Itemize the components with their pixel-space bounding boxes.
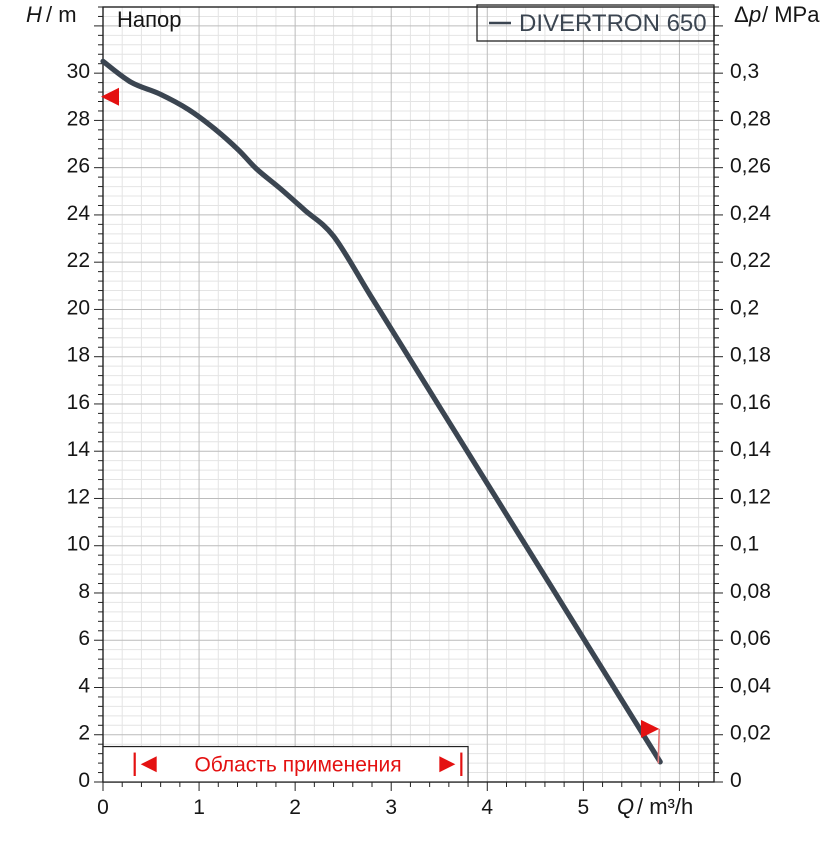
svg-text:3: 3 <box>385 796 397 819</box>
svg-text:0,16: 0,16 <box>730 391 771 414</box>
svg-text:p: p <box>748 2 761 27</box>
svg-text:0,28: 0,28 <box>730 107 771 130</box>
svg-text:5: 5 <box>578 796 590 819</box>
svg-text:12: 12 <box>67 485 90 508</box>
svg-text:2: 2 <box>78 722 90 745</box>
svg-text:0,1: 0,1 <box>730 533 759 556</box>
svg-text:0,04: 0,04 <box>730 674 771 697</box>
svg-text:14: 14 <box>67 438 91 461</box>
svg-text:20: 20 <box>67 296 90 319</box>
svg-text:0,06: 0,06 <box>730 627 771 650</box>
svg-text:Напор: Напор <box>117 7 182 32</box>
svg-text:0: 0 <box>97 796 109 819</box>
svg-text:1: 1 <box>193 796 205 819</box>
svg-text:10: 10 <box>67 533 90 556</box>
svg-text:0,02: 0,02 <box>730 722 771 745</box>
svg-text:0,12: 0,12 <box>730 485 771 508</box>
svg-text:0,22: 0,22 <box>730 249 771 272</box>
svg-text:H: H <box>26 2 42 27</box>
svg-text:26: 26 <box>67 155 90 178</box>
svg-text:Область применения: Область применения <box>194 753 401 776</box>
svg-text:6: 6 <box>78 627 90 650</box>
svg-text:0,24: 0,24 <box>730 202 771 225</box>
svg-text:22: 22 <box>67 249 90 272</box>
svg-text:4: 4 <box>481 796 493 819</box>
svg-text:2: 2 <box>289 796 301 819</box>
svg-text:/ m³/h: / m³/h <box>637 794 693 819</box>
svg-text:/ MPa: / MPa <box>762 2 820 27</box>
svg-text:28: 28 <box>67 107 90 130</box>
svg-text:24: 24 <box>67 202 91 225</box>
svg-text:0: 0 <box>78 769 90 792</box>
svg-text:0: 0 <box>730 769 742 792</box>
svg-text:0,3: 0,3 <box>730 60 759 83</box>
svg-text:0,18: 0,18 <box>730 344 771 367</box>
svg-text:30: 30 <box>67 60 90 83</box>
svg-text:0,2: 0,2 <box>730 296 759 319</box>
svg-text:0,08: 0,08 <box>730 580 771 603</box>
svg-text:0,14: 0,14 <box>730 438 771 461</box>
svg-text:18: 18 <box>67 344 90 367</box>
svg-text:Δ: Δ <box>734 2 749 27</box>
svg-text:16: 16 <box>67 391 90 414</box>
svg-text:8: 8 <box>78 580 90 603</box>
svg-text:0,26: 0,26 <box>730 155 771 178</box>
svg-text:Q: Q <box>617 794 634 819</box>
svg-text:DIVERTRON 650: DIVERTRON 650 <box>519 10 707 37</box>
svg-text:/ m: / m <box>46 2 77 27</box>
svg-text:4: 4 <box>78 674 90 697</box>
